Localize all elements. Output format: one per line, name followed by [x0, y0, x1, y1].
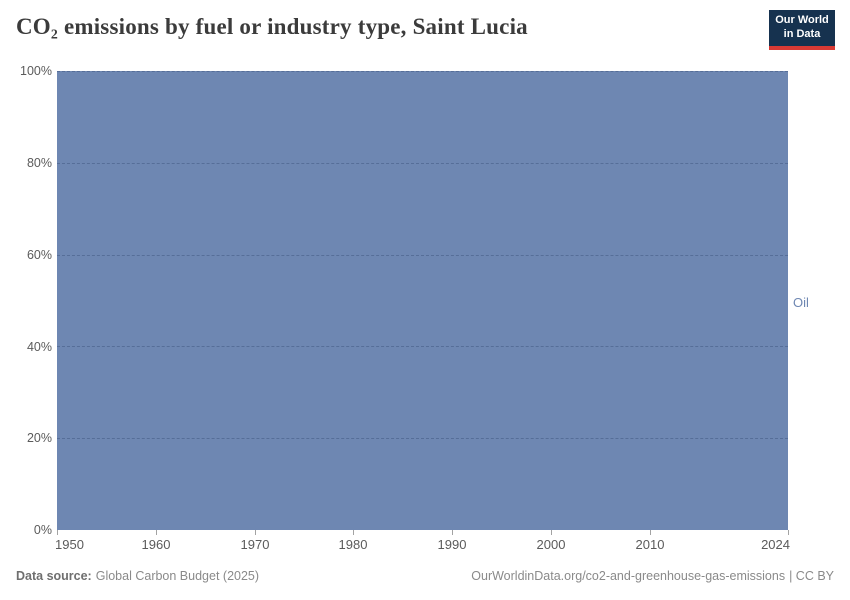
x-tick-2010 — [650, 530, 651, 535]
x-axis-label-2000: 2000 — [536, 537, 566, 552]
x-tick-1950 — [57, 530, 58, 535]
x-axis-label-2010: 2010 — [635, 537, 665, 552]
x-tick-1980 — [353, 530, 354, 535]
y-axis-label-40: 40% — [26, 340, 52, 354]
y-axis-label-20: 20% — [26, 431, 52, 445]
data-source-value: Global Carbon Budget (2025) — [95, 569, 260, 583]
plot-area — [57, 71, 788, 530]
x-axis-label-1970: 1970 — [240, 537, 270, 552]
gridline-20 — [57, 438, 788, 440]
y-axis-label-100: 100% — [20, 64, 52, 78]
x-axis-label-1960: 1960 — [141, 537, 171, 552]
x-axis-label-1950: 1950 — [55, 537, 84, 552]
x-tick-1970 — [255, 530, 256, 535]
owid-logo-line2: in Data — [783, 28, 821, 40]
y-axis-label-60: 60% — [26, 248, 52, 262]
chart-title: CO₂ emissions by fuel or industry type, … — [16, 14, 528, 39]
owid-logo-line1: Our World — [775, 14, 829, 27]
gridline-60 — [57, 254, 788, 256]
x-axis-label-2024: 2024 — [761, 537, 790, 552]
x-tick-2024 — [788, 530, 789, 535]
x-tick-2000 — [551, 530, 552, 535]
gridline-80 — [57, 162, 788, 164]
owid-url-link[interactable]: OurWorldinData.org/co2-and-greenhouse-ga… — [471, 569, 786, 583]
x-tick-1960 — [156, 530, 157, 535]
data-source-label: Data source: — [16, 569, 92, 583]
series-label-oil: Oil — [793, 295, 809, 310]
y-axis-label-80: 80% — [26, 156, 52, 170]
owid-logo: Our World in Data — [769, 10, 835, 50]
license-text: | CC BY — [789, 569, 834, 583]
footer: Data source: Global Carbon Budget (2025) … — [16, 568, 834, 584]
data-source: Data source: Global Carbon Budget (2025) — [16, 568, 259, 584]
area-series-oil — [57, 71, 788, 530]
gridline-40 — [57, 346, 788, 348]
y-axis-label-0: 0% — [33, 523, 52, 537]
x-axis-label-1990: 1990 — [437, 537, 467, 552]
footer-right: OurWorldinData.org/co2-and-greenhouse-ga… — [471, 568, 834, 584]
x-axis-label-1980: 1980 — [338, 537, 368, 552]
x-tick-1990 — [452, 530, 453, 535]
gridline-100 — [57, 71, 788, 72]
